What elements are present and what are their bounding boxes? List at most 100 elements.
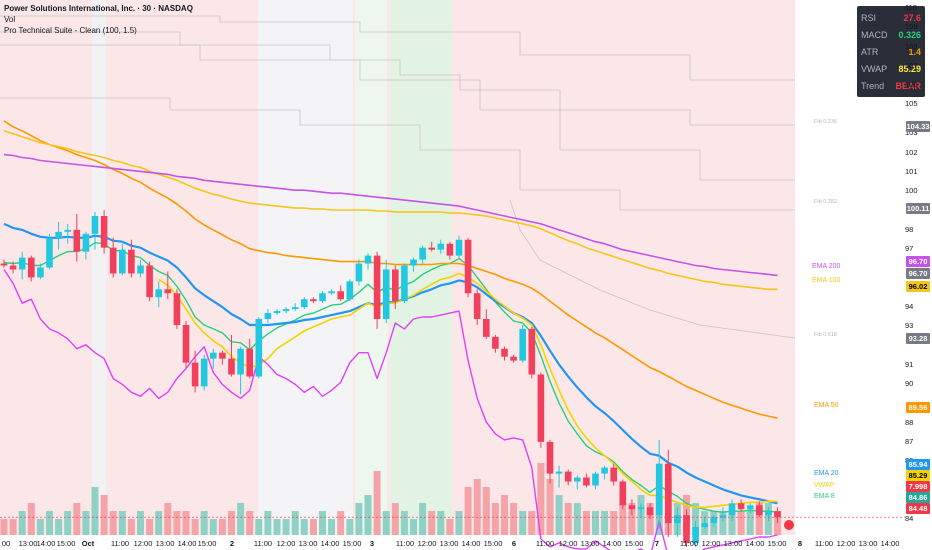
y-tick: 97 [905, 244, 914, 253]
volume-bar [382, 511, 390, 535]
trend-label: Trend [861, 80, 885, 91]
volume-bar [209, 519, 217, 535]
x-tick: 14:00 [602, 539, 622, 548]
indicator-table: RSI 27.6 MACD 0.326 ATR 1.4 VWAP 85.29 Trend… [857, 6, 925, 97]
x-tick: 11:00 [395, 539, 415, 548]
candle-body [719, 515, 727, 518]
y-tick: 100 [905, 186, 918, 195]
y-tick: 90 [905, 379, 914, 388]
x-tick: 12:00 [836, 539, 856, 548]
volume-bar [109, 511, 117, 535]
candle-body [519, 328, 526, 361]
candle-body [774, 511, 781, 518]
volume-legend[interactable]: Vol [4, 15, 16, 24]
x-tick: 11:00 [679, 539, 699, 548]
price-tag-ema200: 96.70 [906, 256, 930, 267]
y-tick: 107 [905, 61, 918, 70]
volume-bar [291, 511, 299, 535]
candle-body [410, 259, 417, 266]
price-tag-ema200-dup: 96.70 [906, 268, 930, 279]
candle-body [537, 374, 545, 442]
price-tag-vwap: 85.29 [906, 470, 930, 481]
trend-row: Trend BEAR [857, 77, 925, 94]
candle-body [665, 463, 672, 524]
x-tick: 15:00 [342, 539, 362, 548]
y-tick: 98 [905, 225, 914, 234]
candle-body [91, 215, 99, 234]
fib-level-line [0, 44, 795, 181]
rsi-row: RSI 27.6 [857, 9, 925, 26]
volume-bar [455, 511, 463, 535]
candle-body [592, 473, 599, 486]
volume-bar [273, 519, 281, 535]
volume-bar [264, 511, 272, 535]
ema20-label: EMA 20 [814, 470, 839, 477]
indicator-legend[interactable]: Pro Technical Suite - Clean (100, 1.5) [4, 26, 137, 35]
x-tick: 15:00 [624, 539, 644, 548]
candle-body [273, 311, 281, 314]
y-tick: 105 [905, 99, 918, 108]
candle-body [164, 289, 172, 294]
volume-bar [619, 503, 627, 535]
x-tick: 13:00 [18, 539, 38, 548]
candle-body [701, 523, 708, 528]
fib-level-line [0, 31, 795, 126]
volume-bar [328, 519, 336, 535]
candle-body [18, 257, 26, 270]
x-tick: 14:00 [177, 539, 197, 548]
series-line-ema-50 [3, 120, 778, 419]
volume-bar [146, 519, 154, 535]
volume-bar [582, 511, 590, 535]
candle-body [355, 263, 363, 282]
candle-body [128, 249, 135, 274]
price-tag-ema8: 84.86 [906, 492, 930, 503]
x-tick: 6 [511, 539, 517, 548]
volume-bar [537, 463, 545, 535]
series-line-ema-100 [3, 130, 778, 291]
candle-body [555, 471, 563, 474]
x-tick: 12:00 [417, 539, 437, 548]
macd-row: MACD 0.326 [857, 26, 925, 43]
volume-bar [628, 503, 636, 535]
candle-body [173, 293, 181, 325]
candle-body [710, 517, 718, 524]
volume-bar [282, 519, 290, 535]
volume-bar [218, 519, 226, 535]
y-tick: 84 [905, 514, 914, 523]
candle-body [82, 233, 90, 252]
fib-label-0236: Fib 0.236 [814, 119, 837, 125]
candle-body [446, 243, 454, 256]
volume-bar [564, 503, 572, 535]
x-tick: 00 [1, 539, 11, 548]
x-tick: 13:00 [858, 539, 878, 548]
candle-body [237, 348, 244, 375]
x-tick: Oct [81, 539, 95, 548]
volume-bar [528, 511, 536, 535]
x-tick: 13:00 [298, 539, 318, 548]
candle-body [610, 467, 617, 482]
price-tag-last: 84.48 [906, 503, 930, 514]
volume-bar [373, 471, 381, 535]
x-tick: 12:00 [558, 539, 578, 548]
volume-bar [182, 511, 190, 535]
candle-body [619, 481, 627, 506]
ema50-label: EMA 50 [814, 402, 839, 409]
symbol-title[interactable]: Power Solutions International, Inc. · 30… [4, 4, 193, 13]
candle-body [483, 319, 490, 337]
candle-body [182, 324, 190, 363]
candle-body [191, 362, 199, 387]
volume-bar [0, 519, 8, 535]
price-tag-fib0382: 100.11 [906, 203, 930, 214]
candle-body [473, 293, 481, 320]
price-tag-fib0236: 104.33 [906, 121, 930, 132]
y-tick: 109 [905, 22, 918, 31]
volume-bar [610, 511, 618, 535]
volume-bar [482, 487, 490, 535]
series-line-ema-20 [3, 222, 778, 505]
fib-label-0382: Fib 0.382 [814, 199, 837, 205]
candle-body [492, 336, 499, 349]
atr-label: ATR [861, 46, 879, 57]
y-tick: 91 [905, 360, 914, 369]
candle-body [437, 243, 445, 250]
